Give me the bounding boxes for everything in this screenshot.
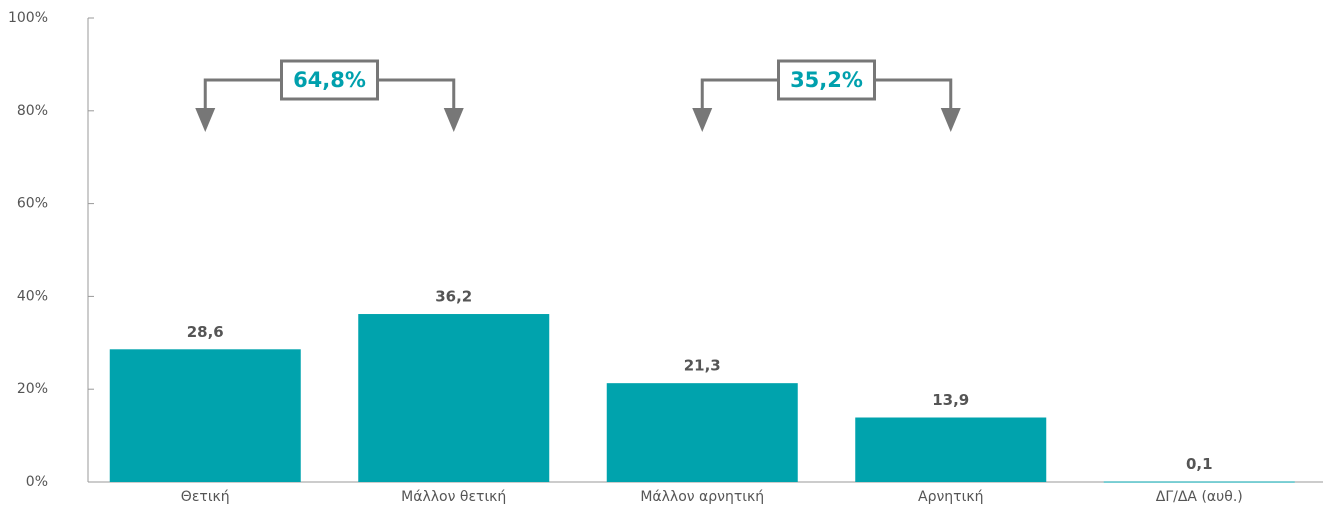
bar: [358, 314, 550, 482]
value-label: 21,3: [684, 357, 721, 375]
bar: [1103, 481, 1295, 483]
y-tick-label: 80%: [17, 103, 48, 119]
x-tick-label: Αρνητική: [918, 489, 983, 505]
annotation: 35,2%: [790, 68, 863, 92]
value-label: 36,2: [435, 288, 472, 306]
bar: [855, 417, 1047, 482]
y-tick-label: 60%: [17, 196, 48, 212]
value-label: 0,1: [1186, 455, 1213, 473]
bar: [606, 383, 798, 482]
y-tick-label: 40%: [17, 288, 48, 304]
x-tick-label: Μάλλον αρνητική: [640, 489, 764, 505]
x-tick-label: ΔΓ/ΔΑ (αυθ.): [1156, 489, 1243, 505]
bar: [109, 349, 301, 482]
arrow-head: [443, 108, 464, 132]
annotation-box: [280, 59, 379, 101]
value-label: 28,6: [187, 323, 224, 341]
arrow-head: [940, 108, 961, 132]
arrow-head: [195, 108, 216, 132]
y-tick-label: 100%: [8, 10, 48, 26]
bracket: [203, 78, 456, 118]
bracket: [700, 78, 953, 118]
x-tick-label: Μάλλον θετική: [401, 489, 506, 505]
arrow-head: [692, 108, 713, 132]
value-label: 13,9: [932, 391, 969, 409]
y-tick-label: 20%: [17, 381, 48, 397]
annotation: 64,8%: [293, 68, 366, 92]
x-tick-label: Θετική: [181, 489, 230, 505]
y-tick-label: 0%: [26, 474, 48, 490]
annotation-box: [777, 59, 876, 101]
